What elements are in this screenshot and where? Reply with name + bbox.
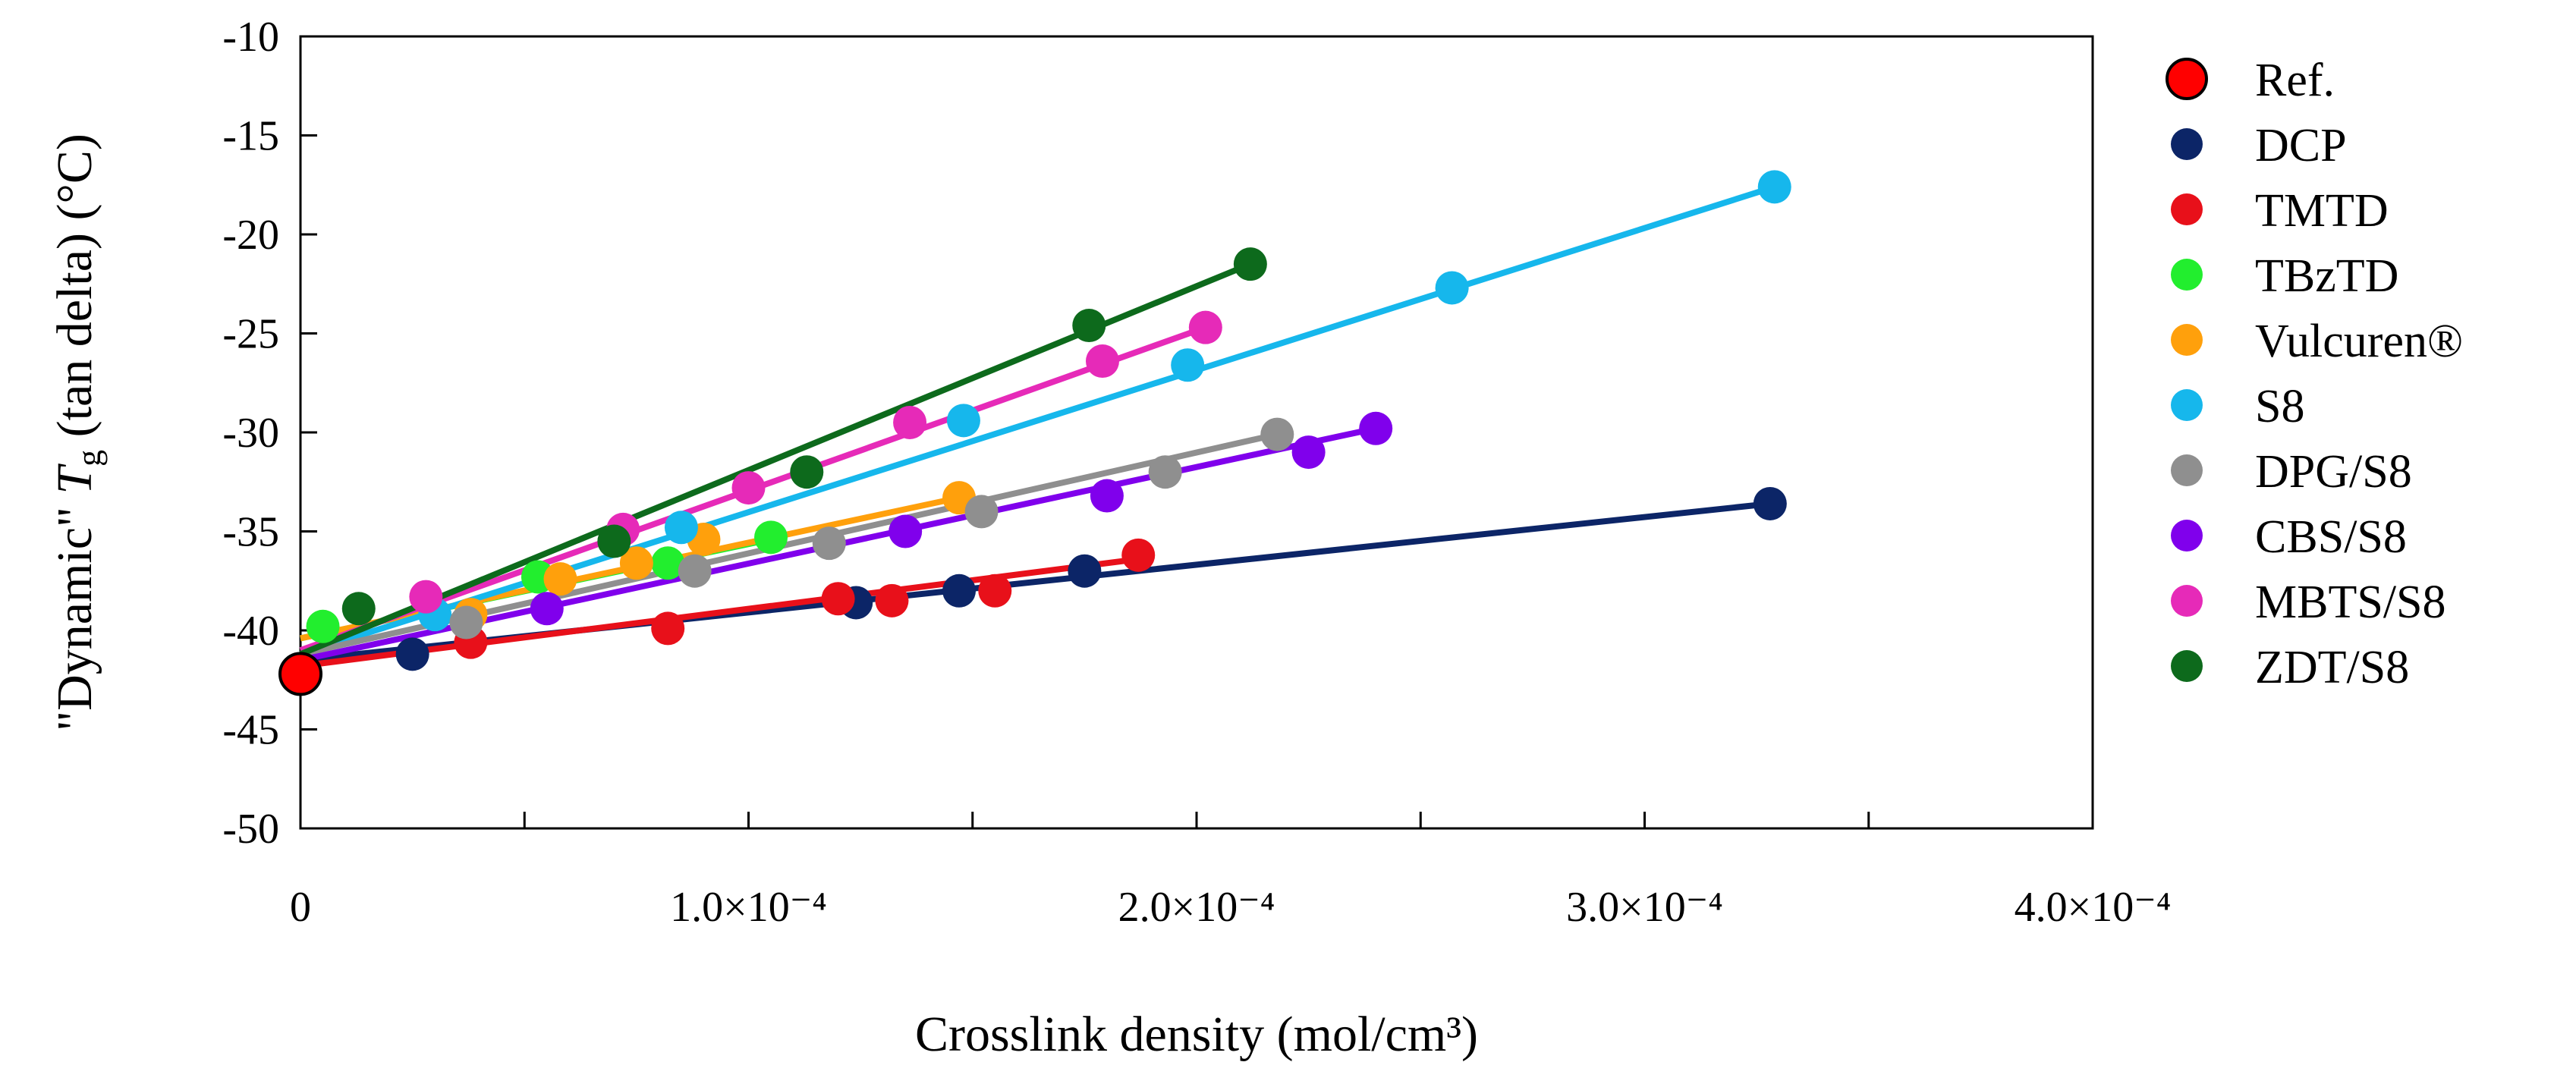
x-tick-label: 2.0×10⁻⁴ [1118,884,1275,931]
x-ticks [299,812,2094,828]
y-tick-label: -15 [222,113,279,160]
data-point-dpg-s8 [964,495,999,529]
data-point-tbztd [754,520,788,555]
data-point-ref- [278,652,322,696]
legend-label-s8: S8 [2255,381,2304,432]
y-axis-title-post: (tan delta) (°C) [47,134,102,450]
data-point-dcp [942,573,977,608]
data-point-mbts-s8 [893,405,927,439]
legend-marker-ref- [2166,58,2208,100]
plot-area [299,35,2094,830]
x-tick-label: 0 [290,884,311,931]
y-tick-label: -10 [222,14,279,61]
data-point-dcp [1753,486,1787,520]
legend: Ref. DCP TMTD TBzTD Vulcuren® S8 DPG/S8 CBS/S8 M… [2166,55,2463,693]
data-point-s8 [1435,271,1469,305]
data-point-zdt-s8 [1233,247,1267,281]
data-point-s8 [1171,348,1205,382]
data-point-dpg-s8 [678,554,712,588]
data-point-cbs-s8 [530,592,564,626]
data-point-mbts-s8 [731,471,766,505]
data-point-cbs-s8 [1291,435,1326,470]
data-point-zdt-s8 [341,592,376,626]
data-point-s8 [1757,170,1791,204]
legend-marker-dpg-s8 [2171,454,2203,486]
legend-label-cbs-s8: CBS/S8 [2255,511,2407,563]
data-point-dcp [395,637,429,671]
legend-label-mbts-s8: MBTS/S8 [2255,577,2446,628]
data-point-vulcuren- [619,546,653,580]
legend-label-vulcuren-: Vulcuren® [2255,316,2463,367]
data-point-tmtd [651,611,685,646]
data-point-s8 [664,511,698,545]
data-point-tbztd [306,609,340,643]
legend-marker-zdt-s8 [2171,650,2203,682]
data-point-dpg-s8 [449,605,483,639]
legend-marker-s8 [2171,389,2203,421]
legend-label-dcp: DCP [2255,120,2347,171]
y-axis-title-t: T [47,464,102,495]
data-points [278,170,1791,696]
data-point-dpg-s8 [812,526,846,561]
data-point-mbts-s8 [1085,344,1119,379]
y-tick-label: -35 [222,509,279,556]
y-tick-label: -25 [222,311,279,358]
data-point-cbs-s8 [1090,479,1124,513]
x-tick-label: 4.0×10⁻⁴ [2015,884,2172,931]
data-point-zdt-s8 [1072,309,1106,343]
y-ticks [300,35,317,830]
legend-marker-cbs-s8 [2171,520,2203,551]
data-point-tmtd [821,582,855,616]
data-point-tmtd [978,573,1012,608]
x-tick-label: 1.0×10⁻⁴ [670,884,827,931]
data-point-s8 [946,404,980,438]
y-tick-label: -40 [222,608,279,655]
y-tick-label: -50 [222,806,279,853]
data-point-vulcuren- [543,562,577,596]
data-point-zdt-s8 [790,455,824,489]
data-point-cbs-s8 [1359,411,1393,445]
x-axis-title: Crosslink density (mol/cm³) [915,1007,1478,1062]
legend-marker-dcp [2171,128,2203,160]
legend-label-zdt-s8: ZDT/S8 [2255,642,2409,693]
data-point-tmtd [1121,538,1156,572]
legend-label-ref-: Ref. [2255,55,2335,106]
data-point-dpg-s8 [1260,417,1294,451]
legend-marker-tmtd [2171,193,2203,225]
data-point-dcp [1068,554,1102,588]
x-tick-label: 3.0×10⁻⁴ [1566,884,1723,931]
y-tick-label: -45 [222,707,279,754]
data-point-zdt-s8 [597,524,631,558]
legend-marker-mbts-s8 [2171,585,2203,617]
data-point-cbs-s8 [889,514,923,548]
y-tick-label: -30 [222,410,279,457]
y-axis-title-sub: g [71,450,108,467]
legend-marker-vulcuren- [2171,324,2203,356]
x-tick-labels: 0 1.0×10⁻⁴ 2.0×10⁻⁴ 3.0×10⁻⁴ 4.0×10⁻⁴ [290,884,2171,931]
legend-label-dpg-s8: DPG/S8 [2255,446,2412,498]
legend-label-tmtd: TMTD [2255,185,2389,237]
legend-label-tbztd: TBzTD [2255,250,2398,302]
y-tick-label: -20 [222,212,279,259]
data-point-tmtd [875,583,909,617]
y-tick-labels: -10 -15 -20 -25 -30 -35 -40 -45 -50 [222,14,279,853]
data-point-mbts-s8 [1188,310,1222,344]
y-axis-title: "Dynamic" Tg (tan delta) (°C) [47,134,108,731]
data-point-dpg-s8 [1148,455,1182,489]
data-point-mbts-s8 [409,580,443,614]
y-axis-title-pre: "Dynamic" [47,495,102,731]
legend-marker-tbztd [2171,259,2203,291]
data-point-tbztd [651,546,685,580]
